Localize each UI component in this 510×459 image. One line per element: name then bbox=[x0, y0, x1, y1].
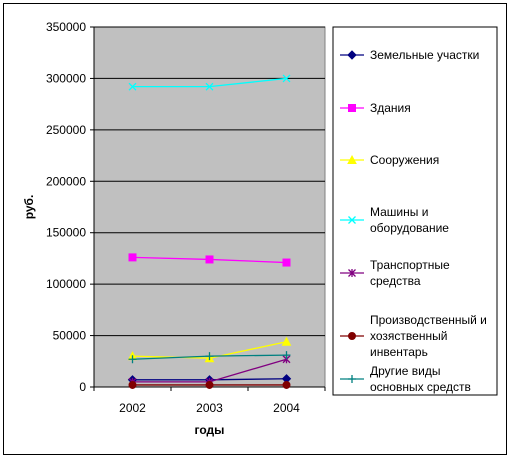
legend-item: Другие виды основных средств bbox=[340, 364, 471, 394]
y-tick-label: 150000 bbox=[46, 226, 86, 240]
legend-item: Земельные участки bbox=[340, 48, 479, 62]
y-tick-label: 350000 bbox=[46, 20, 86, 34]
series-7 bbox=[128, 351, 291, 364]
y-tick-label: 250000 bbox=[46, 123, 86, 137]
data-point bbox=[205, 380, 214, 389]
legend-item: Транспортные средства bbox=[340, 258, 450, 288]
data-point bbox=[128, 253, 137, 262]
legend-label: Производственный и bbox=[370, 313, 487, 327]
legend-label: хозяственный bbox=[370, 329, 447, 343]
legend-marker bbox=[347, 50, 357, 60]
legend-label: Здания bbox=[370, 101, 411, 115]
data-point bbox=[281, 336, 292, 346]
x-tick-label: 2004 bbox=[273, 401, 300, 415]
y-tick-label: 100000 bbox=[46, 277, 86, 291]
series-group bbox=[127, 74, 292, 389]
legend-entries: Земельные участки Здания Сооружения Машины … bbox=[340, 48, 487, 394]
legend-item: Сооружения bbox=[340, 153, 439, 167]
legend-item: Производственный и хозяственный инвентарь bbox=[340, 313, 487, 359]
y-tick-label: 300000 bbox=[46, 71, 86, 85]
legend-label: средства bbox=[370, 274, 421, 288]
legend-label: Сооружения bbox=[370, 153, 439, 167]
legend-marker bbox=[347, 154, 357, 164]
legend-label: Земельные участки bbox=[370, 48, 479, 62]
data-point bbox=[128, 82, 137, 91]
x-tick-label: 2003 bbox=[196, 401, 223, 415]
data-point bbox=[205, 352, 214, 361]
legend-label: инвентарь bbox=[370, 345, 428, 359]
y-tick-label: 0 bbox=[79, 380, 86, 394]
legend-label: основных средств bbox=[370, 380, 471, 394]
y-axis-title: руб. bbox=[22, 195, 36, 220]
legend-item: Машины и оборудование bbox=[340, 205, 449, 235]
series-4 bbox=[128, 74, 291, 91]
data-point bbox=[282, 380, 291, 389]
legend-marker bbox=[348, 269, 356, 277]
x-tick-label: 2002 bbox=[119, 401, 146, 415]
legend-label: Другие виды bbox=[370, 364, 440, 378]
data-point bbox=[128, 380, 137, 389]
legend-label: Машины и bbox=[370, 205, 428, 219]
legend-marker bbox=[348, 104, 356, 112]
series-2 bbox=[128, 253, 291, 267]
legend-marker bbox=[348, 332, 356, 340]
x-axis-ticks: 2002 2003 2004 bbox=[93, 387, 326, 415]
data-point bbox=[282, 258, 291, 267]
y-axis-ticks: 0 50000 100000 150000 200000 250000 300000 3500… bbox=[46, 20, 325, 394]
y-tick-label: 200000 bbox=[46, 174, 86, 188]
legend-item: Здания bbox=[340, 101, 411, 115]
data-point bbox=[205, 255, 214, 264]
legend-label: оборудование bbox=[370, 221, 449, 235]
plot-area bbox=[93, 26, 326, 388]
data-point bbox=[205, 82, 214, 91]
data-point bbox=[282, 351, 291, 360]
legend-label: Транспортные bbox=[370, 258, 450, 272]
legend-marker bbox=[348, 216, 356, 224]
series-6 bbox=[128, 380, 291, 389]
data-point bbox=[128, 355, 137, 364]
legend bbox=[332, 26, 498, 396]
data-point bbox=[282, 74, 291, 83]
y-tick-label: 50000 bbox=[53, 329, 87, 343]
x-axis-title: годы bbox=[195, 423, 225, 437]
legend-marker bbox=[348, 375, 356, 383]
